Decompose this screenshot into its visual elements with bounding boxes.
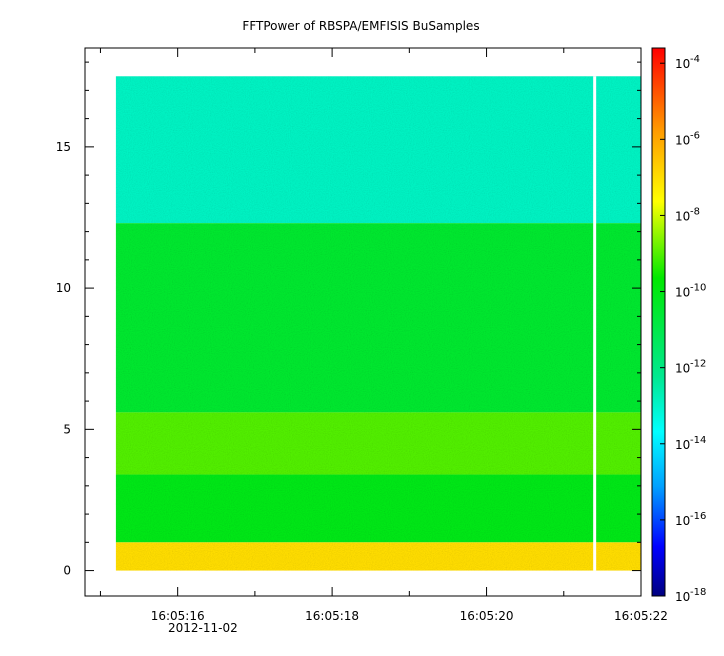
x-tick-label: 16:05:22 <box>614 609 668 623</box>
colorbar-tick-label: 10 <box>675 362 690 376</box>
colorbar-tick-label: 10 <box>675 209 690 223</box>
x-axis: 16:05:16 16:05:18 16:05:20 16:05:22 <box>99 48 668 623</box>
colorbar-tick-exponent: -16 <box>690 511 706 522</box>
x-tick-label: 16:05:20 <box>460 609 514 623</box>
colorbar-tick-exponent: -8 <box>690 206 700 217</box>
spectrogram-band-3 <box>115 474 641 543</box>
colorbar-scale <box>651 47 666 597</box>
colorbar-tick-label: 10 <box>675 286 690 300</box>
y-tick-label: 5 <box>63 422 71 436</box>
y-tick-label: 0 <box>63 564 71 578</box>
data-gap <box>593 76 597 571</box>
spectrogram-band-2 <box>115 412 641 475</box>
colorbar-tick-label: 10 <box>675 57 690 71</box>
spectrogram-band-0 <box>115 76 641 224</box>
spectrogram-band-4 <box>115 542 641 571</box>
colorbar-tick-exponent: -12 <box>690 359 706 370</box>
colorbar-tick-exponent: -18 <box>690 587 706 598</box>
y-axis: 0 5 10 15 <box>56 61 641 578</box>
colorbar-tick-label: 10 <box>675 514 690 528</box>
x-tick-label: 16:05:18 <box>305 609 359 623</box>
colorbar-tick-exponent: -4 <box>690 54 700 65</box>
chart-title: FFTPower of RBSPA/EMFISIS BuSamples <box>242 19 479 33</box>
colorbar-tick-label: 10 <box>675 590 690 604</box>
spectrogram-band-1 <box>115 223 641 413</box>
colorbar-tick-label: 10 <box>675 438 690 452</box>
y-tick-label: 10 <box>56 281 71 295</box>
colorbar-tick-exponent: -10 <box>690 283 706 294</box>
spectrogram-image <box>115 76 641 571</box>
colorbar-tick-label: 10 <box>675 133 690 147</box>
colorbar-tick-exponent: -14 <box>690 435 706 446</box>
plot-frame <box>84 47 642 597</box>
x-tick-label: 16:05:16 <box>151 609 205 623</box>
y-tick-label: 15 <box>56 140 71 154</box>
colorbar-tick-exponent: -6 <box>690 130 700 141</box>
date-label: 2012-11-02 <box>168 621 238 635</box>
